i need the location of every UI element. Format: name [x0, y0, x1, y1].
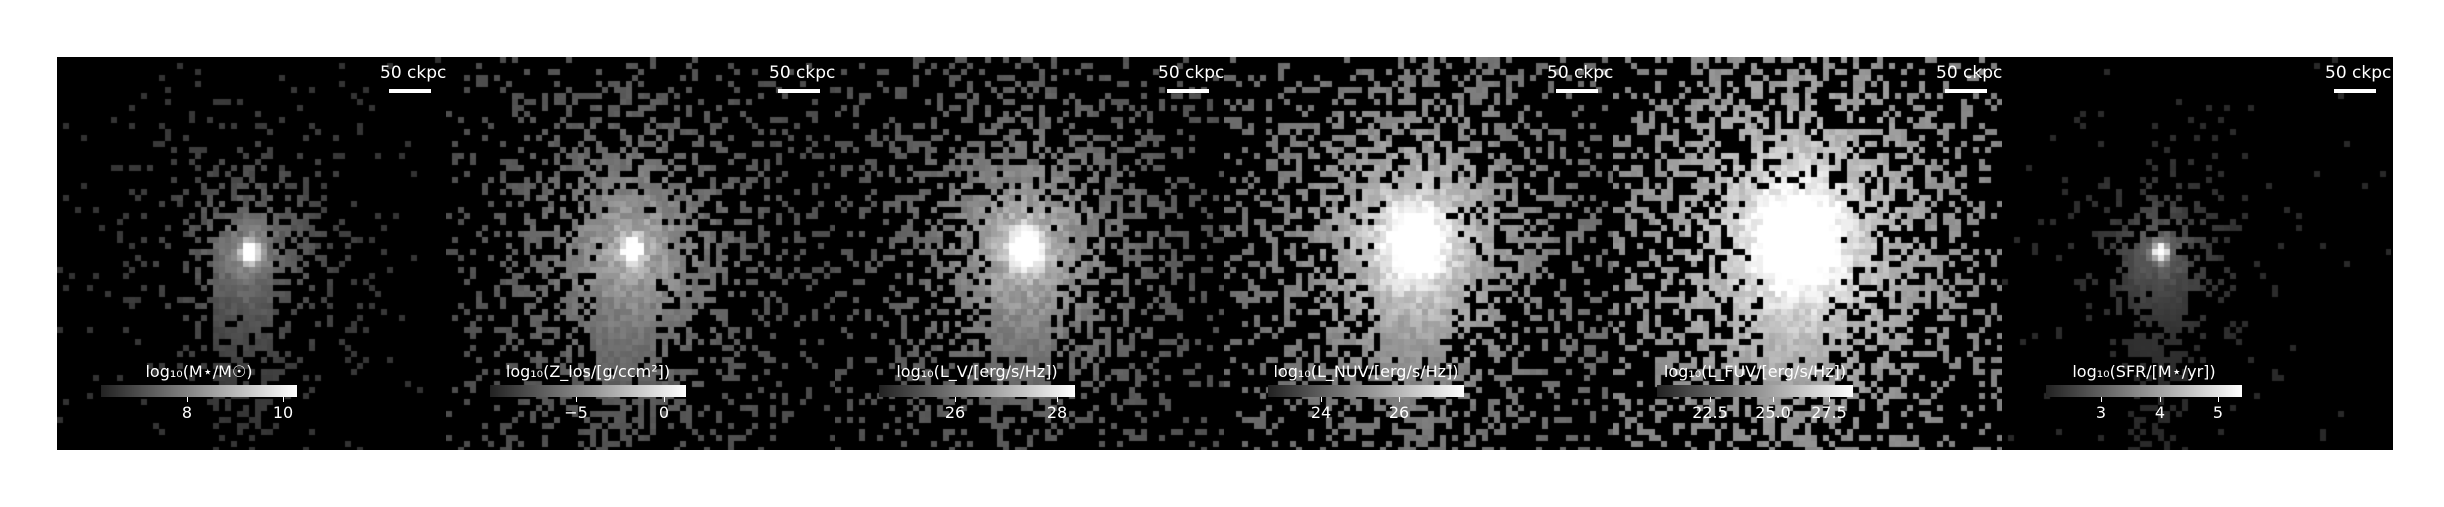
colorbar-tick-label: 26: [1388, 403, 1410, 422]
colorbar-tick: [955, 397, 956, 402]
colorbar-ticks: 26 28: [879, 397, 1075, 422]
colorbar-tick: [2218, 397, 2219, 402]
colorbar-tick-label: 24: [1310, 403, 1332, 422]
colorbar-tick-label: 10: [272, 403, 294, 422]
colorbar: log₁₀(Z_los/[g/ccm²]) −5 0: [490, 362, 686, 422]
colorbar-tick-label: 27.5: [1811, 403, 1847, 422]
sfr-map-image: [2002, 57, 2391, 450]
colorbar-title: log₁₀(L_NUV/[erg/s/Hz]): [1273, 362, 1459, 381]
panel-v-band-luminosity: 50 ckpc log₁₀(L_V/[erg/s/Hz]) 26 28: [835, 57, 1224, 450]
scale-bar-label: 50 ckpc: [1547, 63, 1613, 83]
colorbar-tick-label: 5: [2212, 403, 2224, 422]
colorbar-title: log₁₀(L_FUV/[erg/s/Hz]): [1663, 362, 1847, 381]
stellar-mass-map-image: [57, 57, 446, 450]
colorbar-title: log₁₀(SFR/[M⋆/yr]): [2072, 362, 2216, 381]
colorbar-ticks: −5 0: [490, 397, 686, 422]
colorbar-ticks: 3 4 5: [2046, 397, 2242, 422]
scale-bar-label: 50 ckpc: [769, 63, 835, 83]
galaxy-map-strip: 50 ckpc log₁₀(M⋆/M☉) 8 10 50 ckpc log₁₀(Z…: [57, 57, 2393, 450]
scale-bar: 50 ckpc: [380, 63, 446, 93]
colorbar-tick: [1321, 397, 1322, 402]
colorbar-ticks: 24 26: [1268, 397, 1464, 422]
scale-bar: 50 ckpc: [1158, 63, 1224, 93]
scale-bar-label: 50 ckpc: [2325, 63, 2391, 83]
colorbar-gradient: [2046, 385, 2242, 397]
scale-bar-label: 50 ckpc: [1158, 63, 1224, 83]
colorbar-tick-label: 26: [944, 403, 966, 422]
colorbar-tick-label: 0: [658, 403, 670, 422]
colorbar-gradient: [101, 385, 297, 397]
colorbar-tick: [664, 397, 665, 402]
colorbar: log₁₀(L_NUV/[erg/s/Hz]) 24 26: [1268, 362, 1464, 422]
colorbar-tick: [1057, 397, 1058, 402]
scale-bar-line: [1556, 89, 1598, 93]
colorbar-tick-label: 22.5: [1692, 403, 1728, 422]
colorbar-title: log₁₀(M⋆/M☉): [145, 362, 253, 381]
colorbar-tick-label: 4: [2154, 403, 2166, 422]
colorbar-tick: [1773, 397, 1774, 402]
colorbar-gradient: [490, 385, 686, 397]
scale-bar-line: [1945, 89, 1987, 93]
panel-nuv-luminosity: 50 ckpc log₁₀(L_NUV/[erg/s/Hz]) 24 26: [1224, 57, 1613, 450]
panel-sfr: 50 ckpc log₁₀(SFR/[M⋆/yr]) 3 4 5: [2002, 57, 2391, 450]
colorbar-title: log₁₀(L_V/[erg/s/Hz]): [896, 362, 1058, 381]
colorbar-gradient: [1657, 385, 1853, 397]
colorbar-tick: [1399, 397, 1400, 402]
scale-bar-label: 50 ckpc: [1936, 63, 2002, 83]
scale-bar: 50 ckpc: [1547, 63, 1613, 93]
colorbar-tick-label: −5: [564, 403, 588, 422]
fuv-map-image: [1613, 57, 2002, 450]
colorbar-tick-label: 3: [2095, 403, 2107, 422]
scale-bar: 50 ckpc: [2325, 63, 2391, 93]
colorbar: log₁₀(SFR/[M⋆/yr]) 3 4 5: [2046, 362, 2242, 422]
scale-bar-line: [2334, 89, 2376, 93]
colorbar-tick: [1710, 397, 1711, 402]
panel-fuv-luminosity: 50 ckpc log₁₀(L_FUV/[erg/s/Hz]) 22.5 25.0…: [1613, 57, 2002, 450]
colorbar: log₁₀(L_FUV/[erg/s/Hz]) 22.5 25.0 27.5: [1657, 362, 1853, 422]
metallicity-map-image: [446, 57, 835, 450]
colorbar-tick: [1829, 397, 1830, 402]
scale-bar-line: [778, 89, 820, 93]
colorbar-gradient: [1268, 385, 1464, 397]
v-band-map-image: [835, 57, 1224, 450]
scale-bar-line: [1167, 89, 1209, 93]
colorbar-tick: [283, 397, 284, 402]
panel-metallicity: 50 ckpc log₁₀(Z_los/[g/ccm²]) −5 0: [446, 57, 835, 450]
colorbar-tick: [2101, 397, 2102, 402]
scale-bar-label: 50 ckpc: [380, 63, 446, 83]
colorbar-ticks: 22.5 25.0 27.5: [1657, 397, 1853, 422]
colorbar: log₁₀(L_V/[erg/s/Hz]) 26 28: [879, 362, 1075, 422]
colorbar: log₁₀(M⋆/M☉) 8 10: [101, 362, 297, 422]
colorbar-gradient: [879, 385, 1075, 397]
colorbar-tick-label: 8: [181, 403, 193, 422]
colorbar-tick-label: 28: [1046, 403, 1068, 422]
colorbar-tick-label: 25.0: [1755, 403, 1791, 422]
colorbar-tick: [2160, 397, 2161, 402]
scale-bar: 50 ckpc: [1936, 63, 2002, 93]
colorbar-ticks: 8 10: [101, 397, 297, 422]
panel-stellar-mass: 50 ckpc log₁₀(M⋆/M☉) 8 10: [57, 57, 446, 450]
colorbar-tick: [576, 397, 577, 402]
colorbar-title: log₁₀(Z_los/[g/ccm²]): [505, 362, 671, 381]
colorbar-tick: [187, 397, 188, 402]
scale-bar: 50 ckpc: [769, 63, 835, 93]
scale-bar-line: [389, 89, 431, 93]
nuv-map-image: [1224, 57, 1613, 450]
